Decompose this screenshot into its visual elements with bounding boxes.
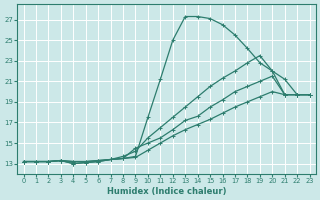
- X-axis label: Humidex (Indice chaleur): Humidex (Indice chaleur): [107, 187, 226, 196]
